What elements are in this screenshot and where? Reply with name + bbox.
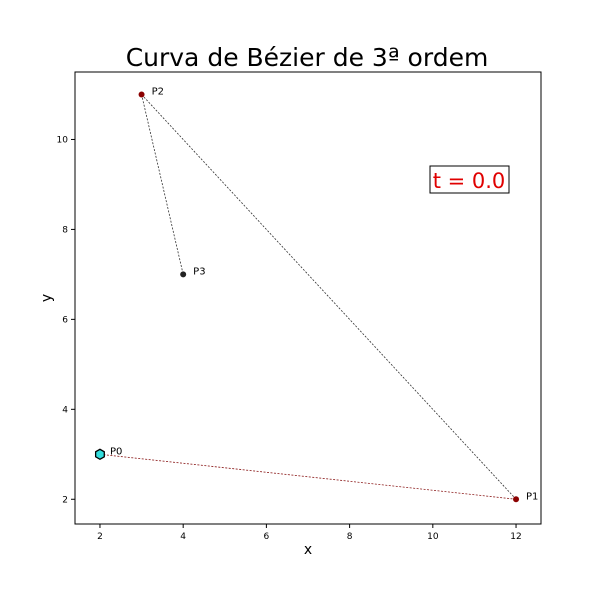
point-p1 — [513, 496, 520, 503]
segment-p1-p2 — [141, 94, 517, 500]
y-tick-label: 2 — [62, 495, 68, 505]
point-p3 — [180, 271, 187, 278]
point-label-p3: P3 — [193, 266, 205, 277]
x-axis: 2 4 6 8 10 12 — [97, 524, 522, 542]
x-tick-label: 12 — [510, 532, 521, 542]
x-tick-label: 4 — [180, 532, 186, 542]
bezier-current-point — [94, 448, 105, 461]
t-value-label: t = 0.0 — [433, 169, 506, 193]
x-axis-label: x — [304, 542, 312, 558]
t-value-frame — [429, 165, 510, 194]
current-point-marker — [94, 448, 105, 461]
x-tick-label: 8 — [347, 532, 353, 542]
point-label-p1: P1 — [526, 491, 538, 502]
y-axis: 2 4 6 8 10 — [57, 135, 75, 505]
control-polygon — [99, 94, 517, 500]
y-tick-label: 10 — [57, 135, 69, 145]
segment-p2-p3 — [141, 94, 184, 275]
y-tick-label: 6 — [62, 315, 68, 325]
x-tick-label: 6 — [264, 532, 270, 542]
chart-title: Curva de Bézier de 3ª ordem — [126, 43, 489, 72]
t-value-box: t = 0.0 — [429, 165, 510, 194]
segment-p0-p1 — [99, 453, 517, 500]
plot-area — [74, 71, 542, 525]
x-tick-label: 2 — [97, 532, 103, 542]
y-tick-label: 8 — [62, 225, 68, 235]
control-points: P0 P1 P2 P3 — [96, 86, 538, 503]
point-label-p2: P2 — [152, 86, 164, 97]
point-p2 — [138, 91, 145, 98]
y-axis-label: y — [39, 294, 55, 302]
y-tick-label: 4 — [62, 405, 68, 415]
point-label-p0: P0 — [110, 446, 122, 457]
x-tick-label: 10 — [427, 532, 439, 542]
